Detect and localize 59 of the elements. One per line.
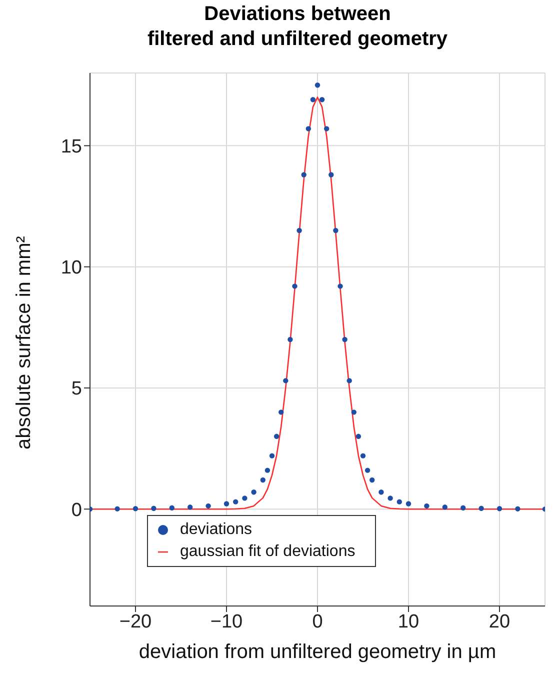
point	[364, 468, 370, 473]
point	[274, 434, 280, 440]
x-axis-title: deviation from unfiltered geometry in µm	[138, 641, 496, 663]
legend-label: deviations	[180, 521, 252, 538]
point	[288, 336, 293, 342]
point	[319, 97, 325, 102]
point	[351, 410, 356, 415]
point	[264, 468, 270, 473]
point	[269, 453, 275, 458]
point	[424, 503, 430, 509]
point	[406, 501, 412, 506]
point	[114, 506, 120, 512]
point	[242, 496, 248, 501]
x-tick-label: −20	[119, 611, 152, 632]
x-tick-label: 20	[488, 611, 510, 632]
point	[515, 506, 520, 512]
point	[314, 82, 320, 88]
point	[496, 506, 502, 512]
point	[442, 504, 448, 510]
x-tick-label: −10	[210, 611, 243, 632]
chart-title: Deviations between filtered and unfiltered geometry	[146, 2, 449, 52]
point	[460, 505, 466, 510]
point	[278, 410, 284, 415]
point	[206, 503, 211, 509]
y-tick-label: 15	[60, 136, 82, 158]
point	[378, 490, 384, 495]
y-tick-label: 10	[60, 258, 82, 279]
point	[251, 490, 256, 495]
point	[306, 126, 311, 132]
point	[301, 172, 306, 178]
point	[292, 284, 298, 289]
point	[310, 97, 316, 102]
point	[333, 228, 338, 234]
point	[283, 378, 288, 384]
point	[346, 378, 352, 384]
point	[338, 284, 343, 289]
y-tick-label: 5	[71, 378, 82, 400]
point	[151, 506, 156, 511]
point	[370, 477, 375, 483]
point	[169, 505, 174, 510]
point	[360, 453, 366, 458]
point	[478, 506, 484, 511]
point	[396, 499, 402, 504]
point	[188, 504, 193, 510]
x-tick-label: 0	[312, 611, 323, 632]
point	[132, 506, 138, 512]
x-tick-label: 10	[398, 611, 420, 632]
y-tick-label: 0	[71, 500, 82, 521]
point	[324, 126, 330, 132]
point	[356, 434, 362, 440]
point	[342, 336, 348, 342]
point	[233, 499, 238, 504]
point	[260, 477, 266, 483]
point	[328, 172, 334, 178]
point	[224, 501, 230, 506]
legend-label: gaussian fit of deviations	[180, 543, 356, 560]
point	[296, 228, 302, 234]
point	[388, 496, 393, 501]
y-axis-title: absolute surface in mm²	[13, 236, 36, 450]
